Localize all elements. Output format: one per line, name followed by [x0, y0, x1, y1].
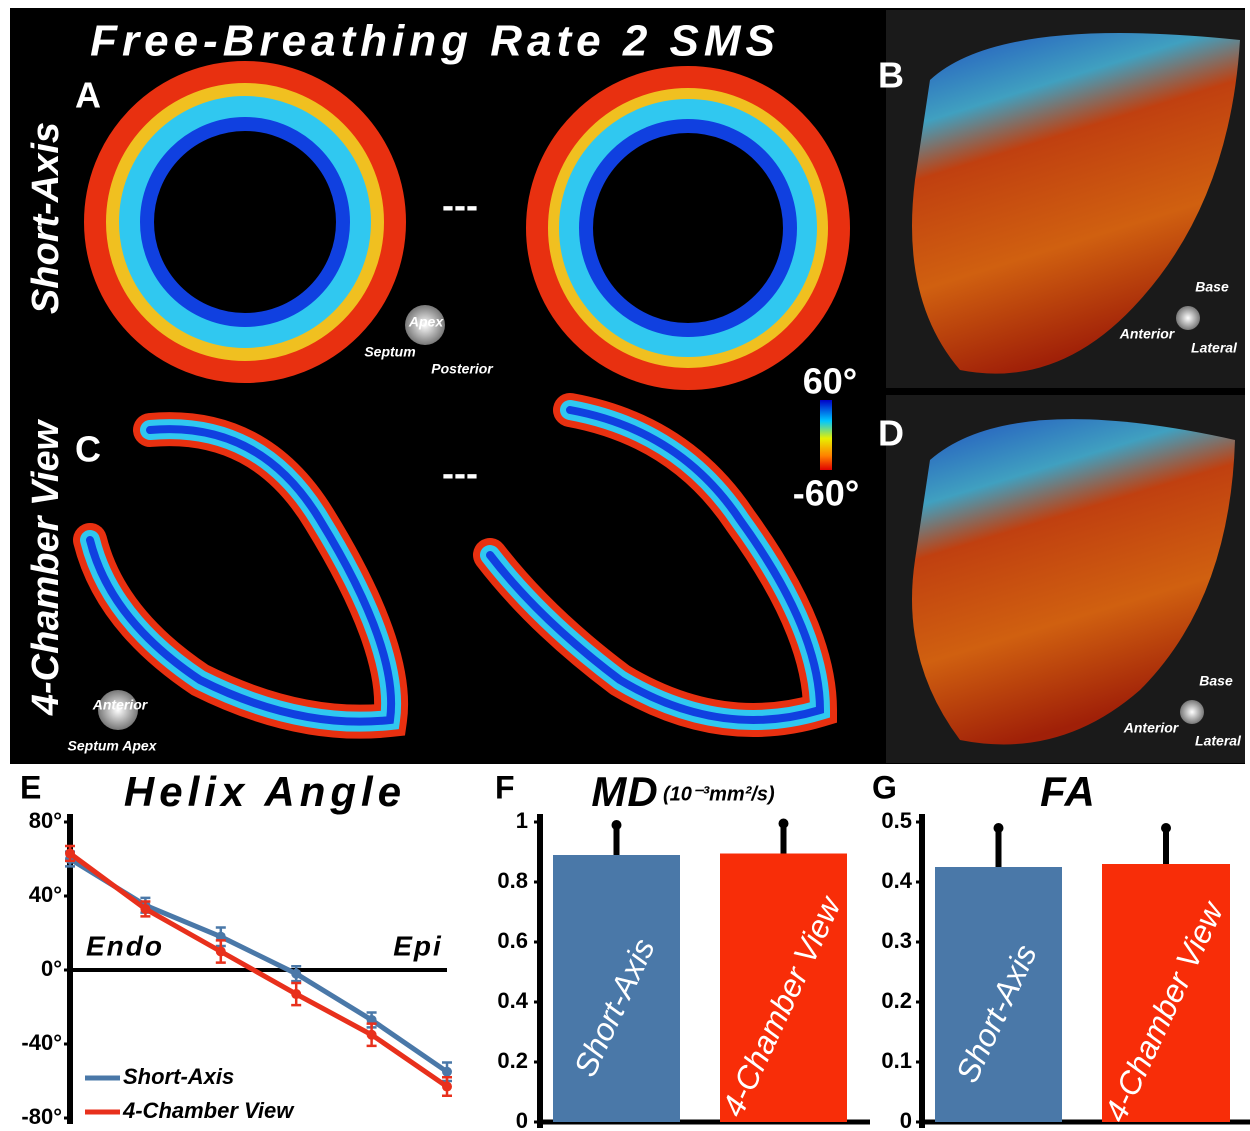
panel-label: D [878, 413, 904, 454]
y-tick-label: 0 [516, 1108, 528, 1131]
y-tick-label: 0.5 [881, 808, 912, 833]
series-line [70, 859, 447, 1072]
orientation-label: Base [1199, 673, 1233, 689]
error-cap [779, 819, 789, 829]
orientation-label: Septum [364, 344, 415, 360]
y-tick-label: 80° [29, 808, 62, 833]
y-tick-label: 0.2 [881, 988, 912, 1013]
ellipsis: --- [442, 185, 478, 226]
row-label: 4-Chamber View [25, 418, 67, 716]
orientation-label: Apex [408, 314, 444, 330]
legend-label: 4-Chamber View [122, 1098, 295, 1123]
error-cap [994, 823, 1004, 833]
colorbar-label: -60° [793, 473, 859, 514]
orientation-label: Septum Apex [68, 738, 158, 754]
y-tick-label: 1 [516, 808, 528, 833]
orientation-label: Lateral [1191, 340, 1238, 356]
point [442, 1082, 452, 1092]
y-tick-label: 0.1 [881, 1048, 912, 1073]
y-tick-label: 0.3 [881, 928, 912, 953]
error-cap [612, 820, 622, 830]
orientation-label: Anterior [1119, 326, 1176, 342]
y-tick-label: 0 [900, 1108, 912, 1131]
point [291, 989, 301, 999]
annotation: Epi [393, 930, 443, 961]
y-tick-label: 0.4 [881, 868, 912, 893]
legend-label: Short-Axis [123, 1064, 234, 1089]
panel-label: F [495, 769, 515, 805]
y-tick-label: 0.6 [497, 928, 528, 953]
orientation-ball [1176, 306, 1200, 330]
point [442, 1067, 452, 1077]
figure-title: Free-Breathing Rate 2 SMS [90, 17, 780, 66]
y-tick-label: -40° [21, 1030, 62, 1055]
panel-label: B [878, 55, 904, 96]
chart-subtitle: (10⁻³mm²/s) [663, 783, 775, 805]
y-tick-label: -80° [21, 1104, 62, 1129]
panel-label: A [75, 75, 101, 116]
orientation-label: Base [1195, 279, 1229, 295]
chart-title: MD [591, 768, 658, 815]
ellipsis: --- [442, 453, 478, 494]
panel-label: G [872, 769, 897, 805]
point [216, 947, 226, 957]
point [291, 969, 301, 979]
orientation-label: Anterior [1123, 720, 1180, 736]
row-label: Short-Axis [25, 122, 67, 314]
y-tick-label: 0° [41, 956, 62, 981]
orientation-label: Lateral [1195, 733, 1242, 749]
point [65, 848, 75, 858]
orientation-label: Posterior [431, 361, 494, 377]
figure: Free-Breathing Rate 2 SMS A B C D Short-… [0, 0, 1250, 1131]
orientation-ball [1180, 700, 1204, 724]
y-tick-label: 0.8 [497, 868, 528, 893]
point [367, 1030, 377, 1040]
chart-title: FA [1040, 768, 1096, 815]
point [140, 904, 150, 914]
y-tick-label: 0.4 [497, 988, 528, 1013]
panel-label: C [75, 429, 101, 470]
y-tick-label: 0.2 [497, 1048, 528, 1073]
chart-title: Helix Angle [124, 768, 406, 815]
orientation-label: Anterior [92, 697, 149, 713]
colorbar [820, 400, 832, 470]
panel-label: E [20, 769, 41, 805]
y-tick-label: 40° [29, 882, 62, 907]
annotation: Endo [86, 930, 164, 961]
colorbar-label: 60° [803, 361, 857, 402]
error-cap [1161, 823, 1171, 833]
